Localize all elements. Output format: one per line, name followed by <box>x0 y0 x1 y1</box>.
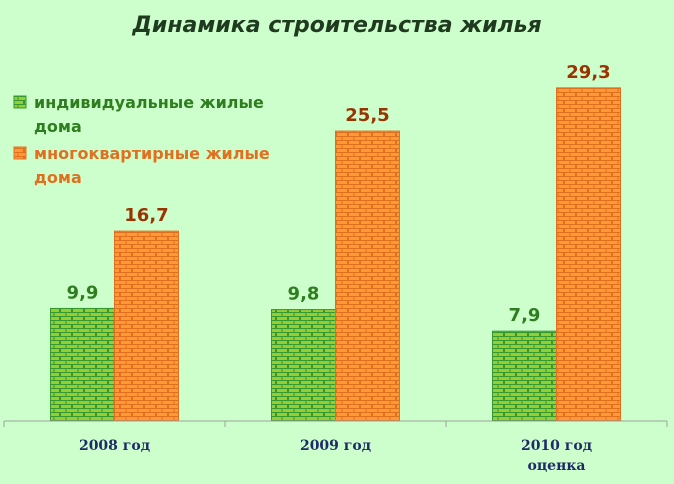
bar-individual-3 <box>492 330 557 422</box>
legend-swatch-individual <box>13 95 27 109</box>
bar-multiapartment-2 <box>335 130 400 422</box>
bars <box>50 87 621 422</box>
legend-label-multiapartment: многоквартирные жилые <box>34 144 270 163</box>
data-label-individual-2: 9,8 <box>288 284 320 305</box>
bar-multiapartment-1 <box>114 230 179 422</box>
category-label-3: 2010 год <box>521 438 592 454</box>
legend: индивидуальные жилые дома многоквартирны… <box>13 93 270 187</box>
legend-label-individual-line2: дома <box>34 117 82 136</box>
legend-label-individual: индивидуальные жилые <box>34 93 264 112</box>
bar-individual-1 <box>50 307 115 422</box>
legend-label-multiapartment-line2: дома <box>34 168 82 187</box>
legend-swatch-multiapartment <box>13 146 27 160</box>
data-label-individual-3: 7,9 <box>509 305 541 326</box>
data-labels: 9,9 16,7 9,8 25,5 7,9 29,3 <box>67 62 611 326</box>
category-label-2: 2009 год <box>300 438 371 454</box>
bar-multiapartment-3 <box>556 87 621 422</box>
category-label-1: 2008 год <box>79 438 150 454</box>
data-label-multiapartment-3: 29,3 <box>566 62 610 83</box>
data-label-multiapartment-1: 16,7 <box>124 205 168 226</box>
data-label-multiapartment-2: 25,5 <box>345 105 389 126</box>
x-axis: 2008 год 2009 год 2010 год оценка <box>3 420 668 474</box>
bar-individual-2 <box>271 309 336 422</box>
data-label-individual-1: 9,9 <box>67 282 99 303</box>
chart-title: Динамика строительства жилья <box>131 13 541 38</box>
category-label-3-line2: оценка <box>527 458 585 474</box>
